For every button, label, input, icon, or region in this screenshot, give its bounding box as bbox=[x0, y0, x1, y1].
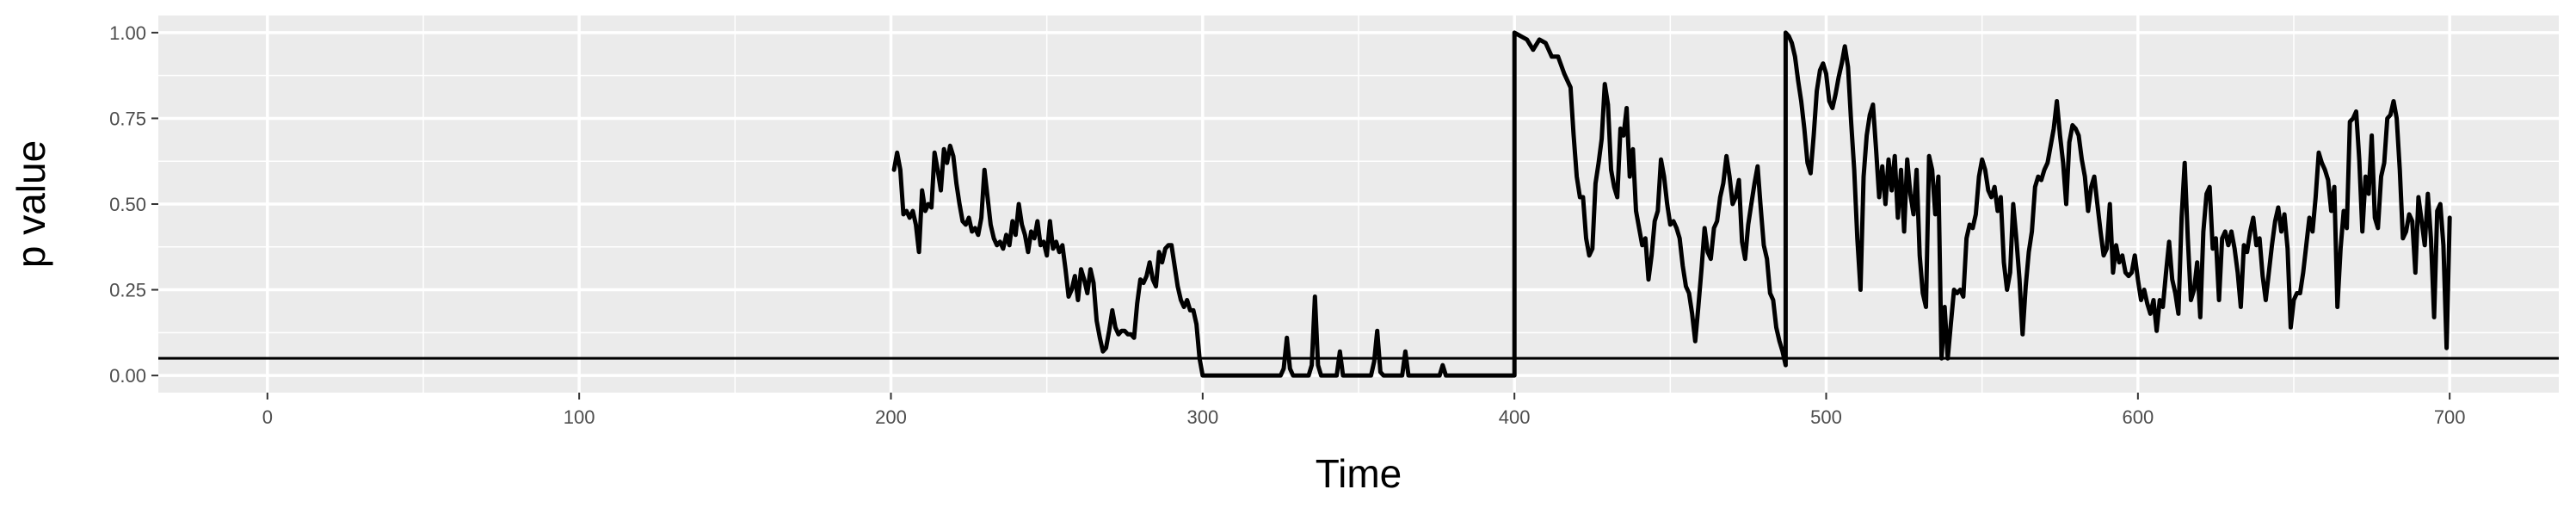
minor-gridlines bbox=[158, 15, 2559, 393]
x-axis-title: Time bbox=[1316, 451, 1402, 496]
x-tick-label: 400 bbox=[1499, 406, 1531, 428]
x-tick-label: 200 bbox=[875, 406, 907, 428]
y-tick-label: 0.25 bbox=[109, 280, 146, 301]
y-tick-label: 0.75 bbox=[109, 108, 146, 129]
series-line-p-value bbox=[891, 30, 2452, 378]
x-tick-label: 500 bbox=[1810, 406, 1842, 428]
y-tick-label: 1.00 bbox=[109, 22, 146, 44]
x-tick-label: 100 bbox=[564, 406, 595, 428]
y-tick-label: 0.00 bbox=[109, 365, 146, 387]
y-tick-label: 0.50 bbox=[109, 194, 146, 215]
x-tick-label: 700 bbox=[2434, 406, 2466, 428]
x-tick-label: 0 bbox=[262, 406, 273, 428]
y-axis-title: p value bbox=[9, 140, 53, 268]
x-axis-ticks: 0 100 200 300 400 500 600 700 bbox=[262, 393, 2466, 428]
y-axis-ticks: 0.00 0.25 0.50 0.75 1.00 bbox=[109, 22, 158, 387]
x-tick-label: 300 bbox=[1186, 406, 1218, 428]
x-tick-label: 600 bbox=[2122, 406, 2154, 428]
major-gridlines bbox=[158, 15, 2559, 393]
